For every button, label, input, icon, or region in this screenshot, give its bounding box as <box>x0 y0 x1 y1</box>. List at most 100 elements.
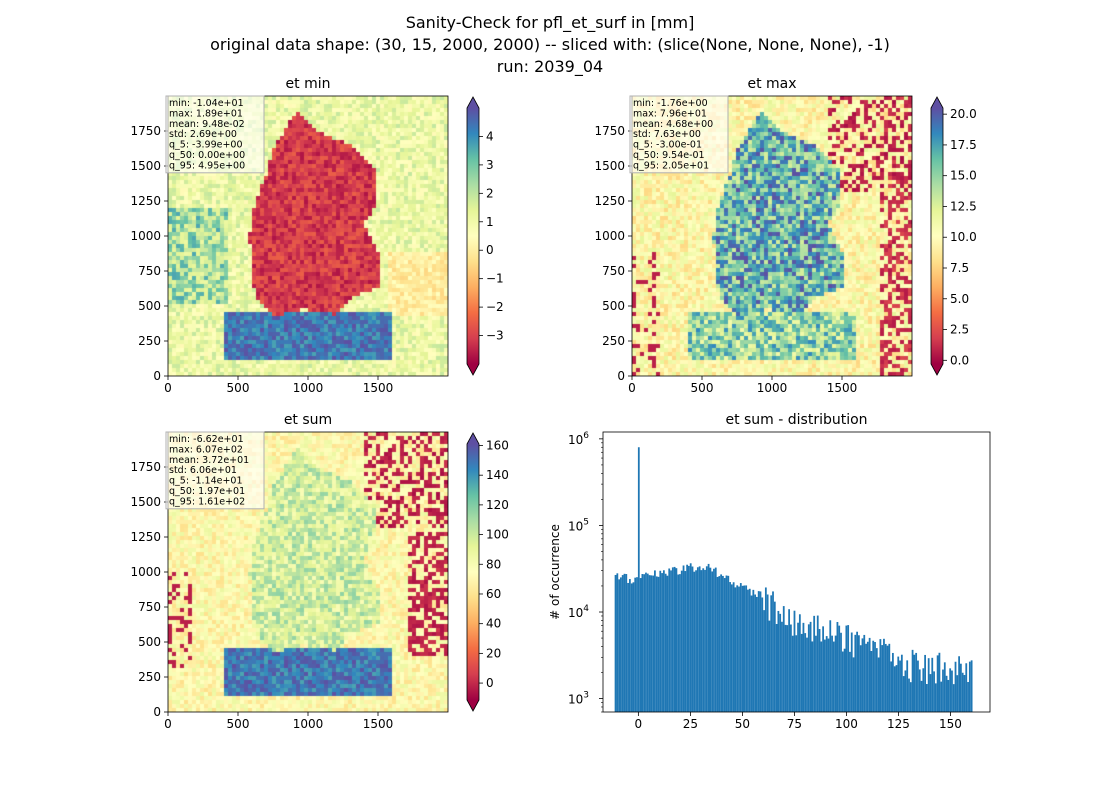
histogram-bar <box>809 621 812 712</box>
heatmap-xtick-label: 500 <box>227 717 250 731</box>
histogram-bar <box>856 631 859 712</box>
histogram-bar <box>909 682 912 712</box>
colorbar-tick-label: −1 <box>486 272 504 286</box>
histogram-bar <box>705 566 708 712</box>
histogram-bar <box>850 632 853 712</box>
histogram-bar <box>738 586 740 712</box>
colorbar-tick-label: 10.0 <box>950 230 977 244</box>
histogram-bar <box>714 567 717 712</box>
histogram-bar <box>761 597 764 712</box>
histogram-bar <box>936 655 939 712</box>
stats-box-3 <box>165 431 265 510</box>
colorbar-tick-label: 15.0 <box>950 169 977 183</box>
histogram-bar <box>900 654 903 712</box>
histogram-bar <box>924 654 926 712</box>
histogram-bar <box>716 576 719 712</box>
histogram-bar <box>793 610 796 712</box>
histogram-bar <box>784 624 787 712</box>
histogram-bar <box>730 584 733 712</box>
colorbar-2 <box>931 108 943 364</box>
histogram-bar <box>940 681 943 712</box>
histogram-bar <box>816 615 819 712</box>
colorbar-tick-label: 17.5 <box>950 138 977 152</box>
histogram-bar <box>662 570 665 712</box>
heatmap-xtick-label: 0 <box>164 381 172 395</box>
histogram-bar <box>931 657 934 712</box>
histogram-bar <box>645 572 647 712</box>
histogram-bar <box>951 670 953 712</box>
colorbar-tick-label: 0.0 <box>950 353 969 367</box>
histogram-bar <box>917 660 919 712</box>
histogram-bar <box>899 660 901 712</box>
histogram-bar <box>657 576 660 712</box>
stats-line: std: 2.69e+00 <box>169 129 237 140</box>
histogram-bar <box>745 585 748 712</box>
stats-line: max: 1.89e+01 <box>169 108 243 119</box>
histogram-bar <box>779 613 782 712</box>
histogram-bar <box>813 615 816 712</box>
histogram-bar <box>634 577 637 712</box>
histogram-bar <box>696 567 699 712</box>
histogram-bar <box>800 633 803 712</box>
histogram-bar <box>704 569 706 712</box>
colorbar-tick-label: 160 <box>486 438 509 452</box>
colorbar-outline <box>466 96 480 376</box>
histogram-bar <box>679 574 681 712</box>
colorbar-tick-label: 60 <box>486 587 501 601</box>
histogram-bar <box>677 574 680 712</box>
histogram-bar <box>627 582 629 712</box>
histogram-bar <box>954 661 957 712</box>
histogram-bar <box>614 574 617 712</box>
histogram-bar <box>859 645 862 712</box>
heatmap-ytick-label: 0 <box>153 705 161 719</box>
histogram-bar <box>827 638 830 712</box>
histogram-bar <box>741 585 744 712</box>
histogram-xtick-label: 25 <box>683 717 698 731</box>
histogram-bar <box>915 652 918 712</box>
histogram-bar <box>802 622 805 712</box>
colorbar-outline <box>930 96 944 376</box>
heatmap-ytick-label: 750 <box>138 600 161 614</box>
histogram-bar <box>752 589 755 712</box>
histogram-ylabel: # of occurrence <box>548 524 562 620</box>
colorbar-extend-bottom <box>931 364 943 375</box>
colorbar-tick-label: 20 <box>486 646 501 660</box>
histogram-bar <box>836 621 839 712</box>
histogram-bar <box>628 579 631 712</box>
histogram-bar <box>664 573 667 712</box>
histogram-bar <box>920 680 923 712</box>
histogram-bar <box>775 623 778 712</box>
histogram-bar <box>968 661 971 712</box>
histogram-bar <box>847 625 850 712</box>
histogram-bar <box>829 620 832 712</box>
histogram-bar <box>729 582 731 712</box>
histogram-bar <box>884 643 887 712</box>
histogram-bar <box>670 570 672 712</box>
histogram-bar <box>763 610 765 712</box>
histogram-bar <box>868 637 871 712</box>
stats-line: q_5: -3.00e-01 <box>633 140 702 151</box>
histogram-ytick-label: 103 <box>568 691 589 707</box>
histogram-bar <box>707 563 710 712</box>
histogram-bar <box>947 679 950 712</box>
heatmap-ytick-label: 500 <box>138 635 161 649</box>
heatmap-title-1: et min <box>286 76 331 92</box>
histogram-bar <box>727 575 730 712</box>
histogram-bar <box>702 568 705 712</box>
heatmap-ytick-label: 1250 <box>130 194 161 208</box>
heatmap-ytick-label: 250 <box>602 334 625 348</box>
histogram-bar <box>650 575 653 712</box>
histogram-bar <box>806 637 808 712</box>
colorbar-tick-label: 120 <box>486 498 509 512</box>
histogram-bar <box>661 573 663 712</box>
histogram-bar <box>908 678 910 712</box>
histogram-bar <box>770 595 773 712</box>
histogram-bar <box>956 675 959 712</box>
histogram-bar <box>938 652 941 712</box>
histogram-bar <box>772 591 774 712</box>
heatmap-ytick-label: 1250 <box>594 194 625 208</box>
histogram-bar <box>637 447 640 712</box>
stats-line: mean: 4.68e+00 <box>633 119 713 130</box>
heatmap-ytick-label: 1750 <box>130 124 161 138</box>
colorbar-3 <box>467 444 479 700</box>
